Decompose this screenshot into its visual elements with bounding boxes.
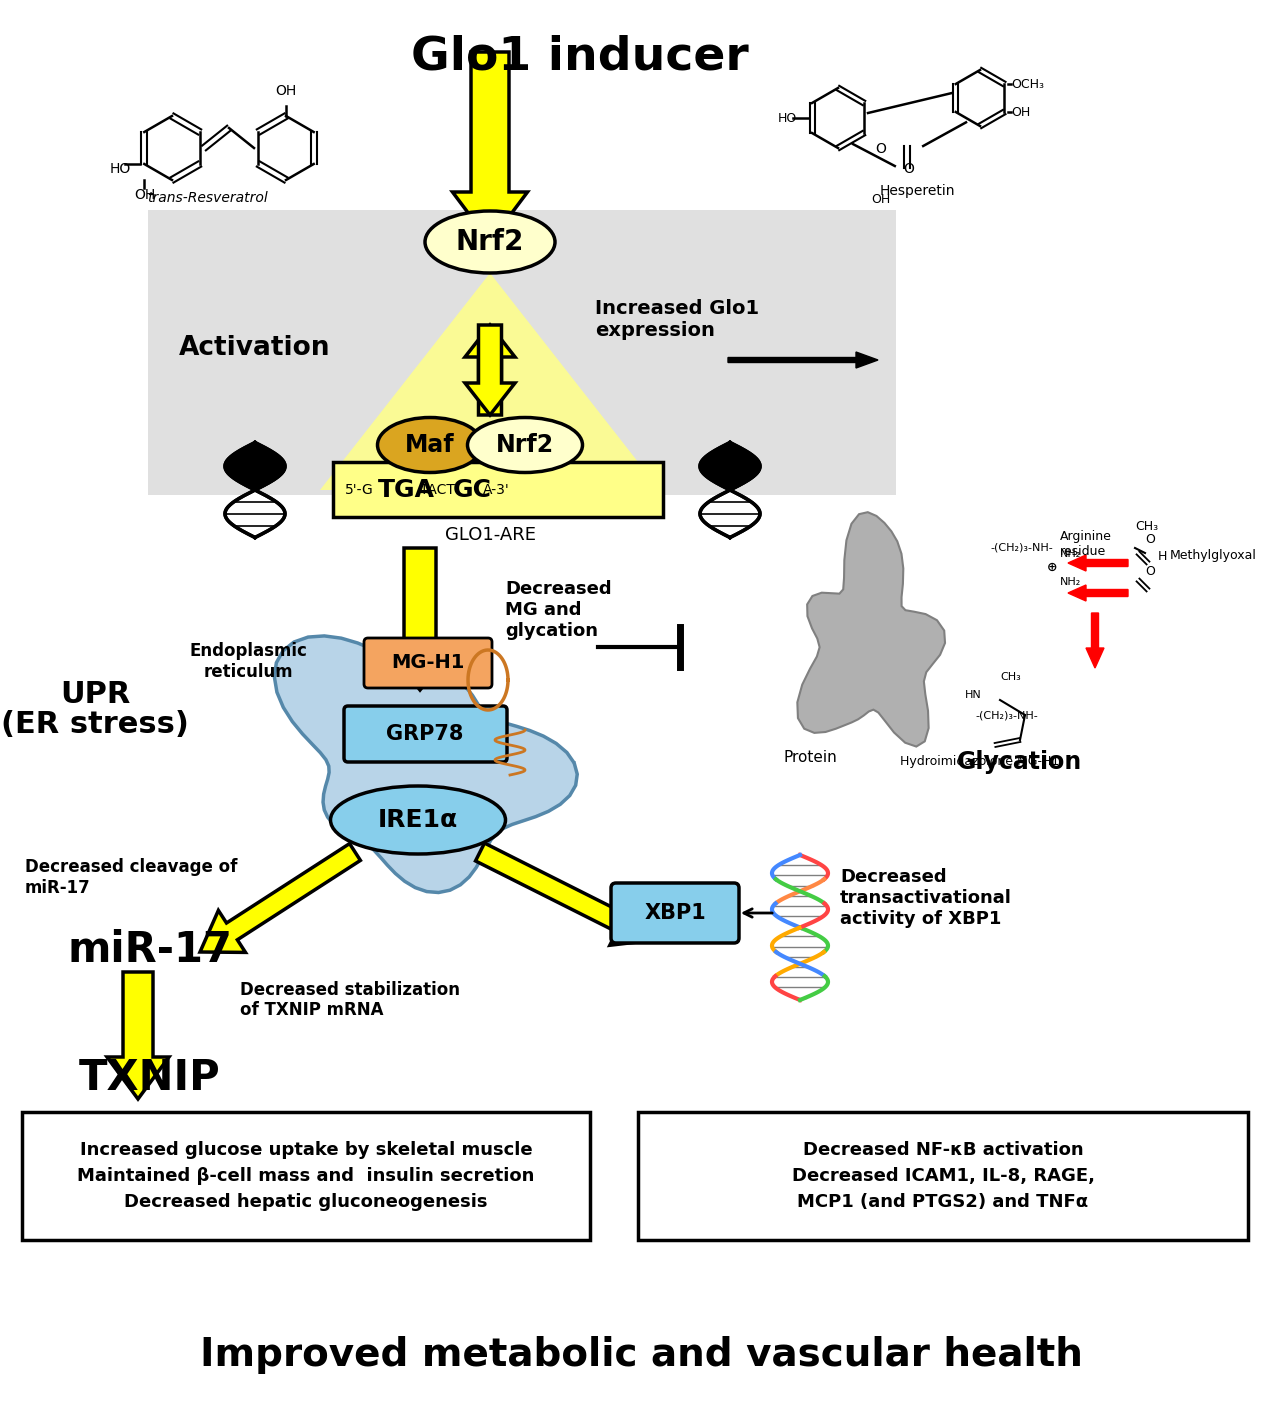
Text: GLO1-ARE: GLO1-ARE: [445, 526, 536, 544]
Text: Decreased
transactivational
activity of XBP1: Decreased transactivational activity of …: [840, 868, 1011, 927]
Text: Protein: Protein: [783, 751, 837, 765]
Text: Hesperetin: Hesperetin: [879, 184, 955, 198]
FancyArrow shape: [1086, 613, 1104, 668]
FancyArrow shape: [728, 352, 878, 368]
Text: Activation: Activation: [178, 335, 329, 361]
Text: Increased glucose uptake by skeletal muscle
Maintained β-cell mass and  insulin : Increased glucose uptake by skeletal mus…: [77, 1141, 535, 1211]
Text: O: O: [1145, 565, 1155, 578]
FancyBboxPatch shape: [22, 1113, 590, 1240]
Text: Glo1 inducer: Glo1 inducer: [412, 35, 749, 80]
Text: TGA: TGA: [378, 478, 435, 502]
Text: OH: OH: [1011, 105, 1031, 118]
Ellipse shape: [426, 210, 555, 274]
Text: O: O: [1145, 533, 1155, 546]
FancyBboxPatch shape: [344, 706, 506, 762]
Text: OH: OH: [276, 84, 296, 98]
Text: TXNIP: TXNIP: [79, 1056, 221, 1099]
Text: TACT: TACT: [420, 483, 455, 497]
Text: A-3': A-3': [483, 483, 510, 497]
FancyArrow shape: [1068, 585, 1128, 600]
Text: OH: OH: [135, 188, 155, 202]
FancyBboxPatch shape: [333, 462, 663, 516]
Polygon shape: [320, 274, 660, 490]
Text: O: O: [904, 161, 914, 175]
Text: H: H: [1158, 550, 1168, 563]
Ellipse shape: [377, 418, 482, 473]
Polygon shape: [797, 512, 945, 746]
Text: Increased Glo1
expression: Increased Glo1 expression: [595, 299, 759, 341]
Text: HO: HO: [778, 111, 797, 125]
Text: Decreased NF-κB activation
Decreased ICAM1, IL-8, RAGE,
MCP1 (and PTGS2) and TNF: Decreased NF-κB activation Decreased ICA…: [791, 1141, 1095, 1211]
Text: Decreased stabilization
of TXNIP mRNA: Decreased stabilization of TXNIP mRNA: [240, 981, 460, 1020]
Text: XBP1: XBP1: [644, 904, 706, 923]
FancyArrow shape: [476, 843, 655, 946]
Text: GC: GC: [453, 478, 492, 502]
Text: CH₃: CH₃: [1135, 521, 1158, 533]
Ellipse shape: [468, 418, 582, 473]
Text: 5'-G: 5'-G: [345, 483, 374, 497]
Text: Decreased
MG and
glycation: Decreased MG and glycation: [505, 579, 612, 640]
Ellipse shape: [331, 786, 505, 854]
Text: Nrf2: Nrf2: [456, 229, 524, 255]
FancyBboxPatch shape: [364, 638, 492, 687]
Text: trans-Resveratrol: trans-Resveratrol: [146, 191, 268, 205]
Text: -(CH₂)₃-NH-: -(CH₂)₃-NH-: [990, 542, 1053, 551]
FancyArrow shape: [200, 843, 360, 953]
Text: (ER stress): (ER stress): [1, 710, 188, 739]
Polygon shape: [274, 636, 577, 892]
FancyBboxPatch shape: [638, 1113, 1247, 1240]
FancyArrow shape: [106, 972, 169, 1099]
Text: Hydroimidazolone MG-H1: Hydroimidazolone MG-H1: [900, 755, 1060, 767]
Text: miR-17: miR-17: [68, 929, 232, 971]
Text: O: O: [876, 142, 886, 156]
Text: Methylglyoxal: Methylglyoxal: [1170, 549, 1256, 561]
Text: IRE1α: IRE1α: [378, 808, 458, 832]
Text: Maf: Maf: [405, 434, 455, 457]
Text: -(CH₂)₃-NH-: -(CH₂)₃-NH-: [976, 710, 1037, 720]
Text: HO: HO: [110, 161, 131, 175]
FancyArrow shape: [1068, 556, 1128, 571]
Text: Improved metabolic and vascular health: Improved metabolic and vascular health: [200, 1336, 1082, 1374]
Text: OCH₃: OCH₃: [1011, 77, 1044, 91]
Text: Glycation: Glycation: [958, 751, 1082, 774]
Text: CH₃: CH₃: [1000, 672, 1020, 682]
FancyBboxPatch shape: [612, 882, 738, 943]
Text: OH: OH: [870, 194, 890, 206]
Text: UPR: UPR: [60, 680, 131, 709]
Text: HN: HN: [965, 690, 982, 700]
Text: MG-H1: MG-H1: [391, 654, 464, 672]
Text: Nrf2: Nrf2: [496, 434, 554, 457]
Text: GRP78: GRP78: [386, 724, 464, 744]
Text: Decreased cleavage of
miR-17: Decreased cleavage of miR-17: [26, 859, 237, 897]
FancyBboxPatch shape: [147, 210, 896, 495]
Text: ⊕: ⊕: [1047, 561, 1058, 574]
Text: NH₂: NH₂: [1060, 549, 1081, 558]
FancyArrow shape: [386, 549, 454, 690]
Text: NH₂: NH₂: [1060, 577, 1081, 586]
FancyArrow shape: [465, 325, 515, 415]
FancyArrow shape: [465, 325, 515, 415]
Text: Arginine
residue: Arginine residue: [1060, 530, 1111, 558]
FancyArrow shape: [453, 52, 527, 241]
Text: Endoplasmic
reticulum: Endoplasmic reticulum: [188, 643, 306, 680]
